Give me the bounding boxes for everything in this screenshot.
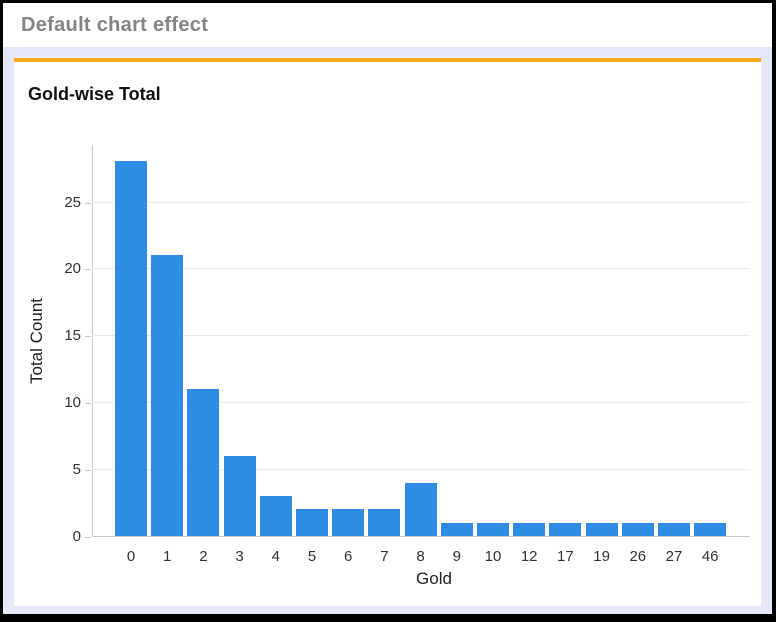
x-tick-label: 6 (344, 548, 353, 565)
x-tick-label: 0 (126, 548, 136, 565)
x-tick-label: 9 (452, 548, 461, 565)
x-axis-title: Gold (416, 569, 452, 588)
page-title: Default chart effect (21, 13, 209, 36)
gridline (92, 469, 750, 471)
bar[interactable] (404, 482, 437, 536)
x-tick-label: 26 (629, 548, 647, 565)
bar[interactable] (585, 522, 618, 536)
bar[interactable] (296, 509, 328, 536)
x-tick-label: 27 (665, 548, 683, 565)
y-tick-mark (85, 202, 91, 204)
bar[interactable] (477, 522, 509, 536)
y-tick-label: 15 (64, 327, 81, 345)
bar[interactable] (151, 255, 184, 536)
x-tick-label: 10 (484, 548, 502, 565)
y-tick-mark (85, 537, 91, 538)
x-tick-label: 46 (701, 548, 719, 565)
x-tick-label: 19 (593, 548, 610, 565)
y-axis-line (92, 145, 93, 537)
x-tick-label: 4 (271, 548, 280, 565)
x-tick-label: 1 (163, 548, 172, 565)
x-tick-label: 5 (307, 548, 317, 565)
y-tick-mark (85, 403, 91, 405)
bar[interactable] (187, 388, 220, 536)
y-tick-label: 20 (64, 260, 81, 278)
gridline (92, 402, 750, 404)
x-tick-label: 17 (557, 548, 574, 565)
x-axis-line (92, 536, 750, 537)
y-tick-mark (85, 470, 91, 472)
bar[interactable] (368, 509, 401, 536)
y-tick-mark (85, 336, 91, 338)
y-tick-label: 10 (64, 394, 81, 412)
bar[interactable] (513, 522, 546, 536)
page-header: Default chart effect (3, 3, 772, 47)
bar[interactable] (549, 522, 582, 536)
y-tick-mark (85, 269, 91, 271)
gridline (92, 268, 750, 270)
plot-area (92, 145, 750, 537)
x-tick-label: 3 (235, 548, 244, 565)
bar[interactable] (223, 455, 256, 536)
y-tick-label: 25 (64, 193, 81, 211)
x-tick-label: 2 (199, 548, 208, 565)
chart-card: Gold-wise Total Total Count Gold 0 5 10 15 2… (14, 58, 761, 606)
bar[interactable] (440, 522, 473, 536)
x-tick-label: 7 (380, 548, 389, 565)
chart-title: Gold-wise Total (28, 84, 161, 104)
bar[interactable] (115, 161, 147, 536)
y-tick-label: 5 (72, 461, 81, 479)
bar[interactable] (332, 509, 365, 536)
gridline (92, 335, 750, 337)
bar[interactable] (694, 522, 727, 536)
gridline (92, 201, 750, 203)
y-tick-label: 0 (72, 528, 81, 545)
x-tick-label: 8 (416, 548, 425, 565)
bar[interactable] (658, 522, 690, 536)
x-tick-label: 12 (520, 548, 538, 565)
bar[interactable] (621, 522, 654, 536)
bar[interactable] (259, 495, 292, 536)
